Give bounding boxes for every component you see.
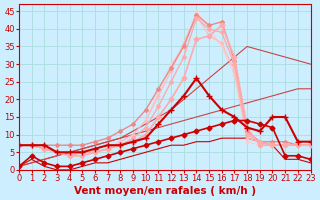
X-axis label: Vent moyen/en rafales ( km/h ): Vent moyen/en rafales ( km/h ) xyxy=(74,186,256,196)
